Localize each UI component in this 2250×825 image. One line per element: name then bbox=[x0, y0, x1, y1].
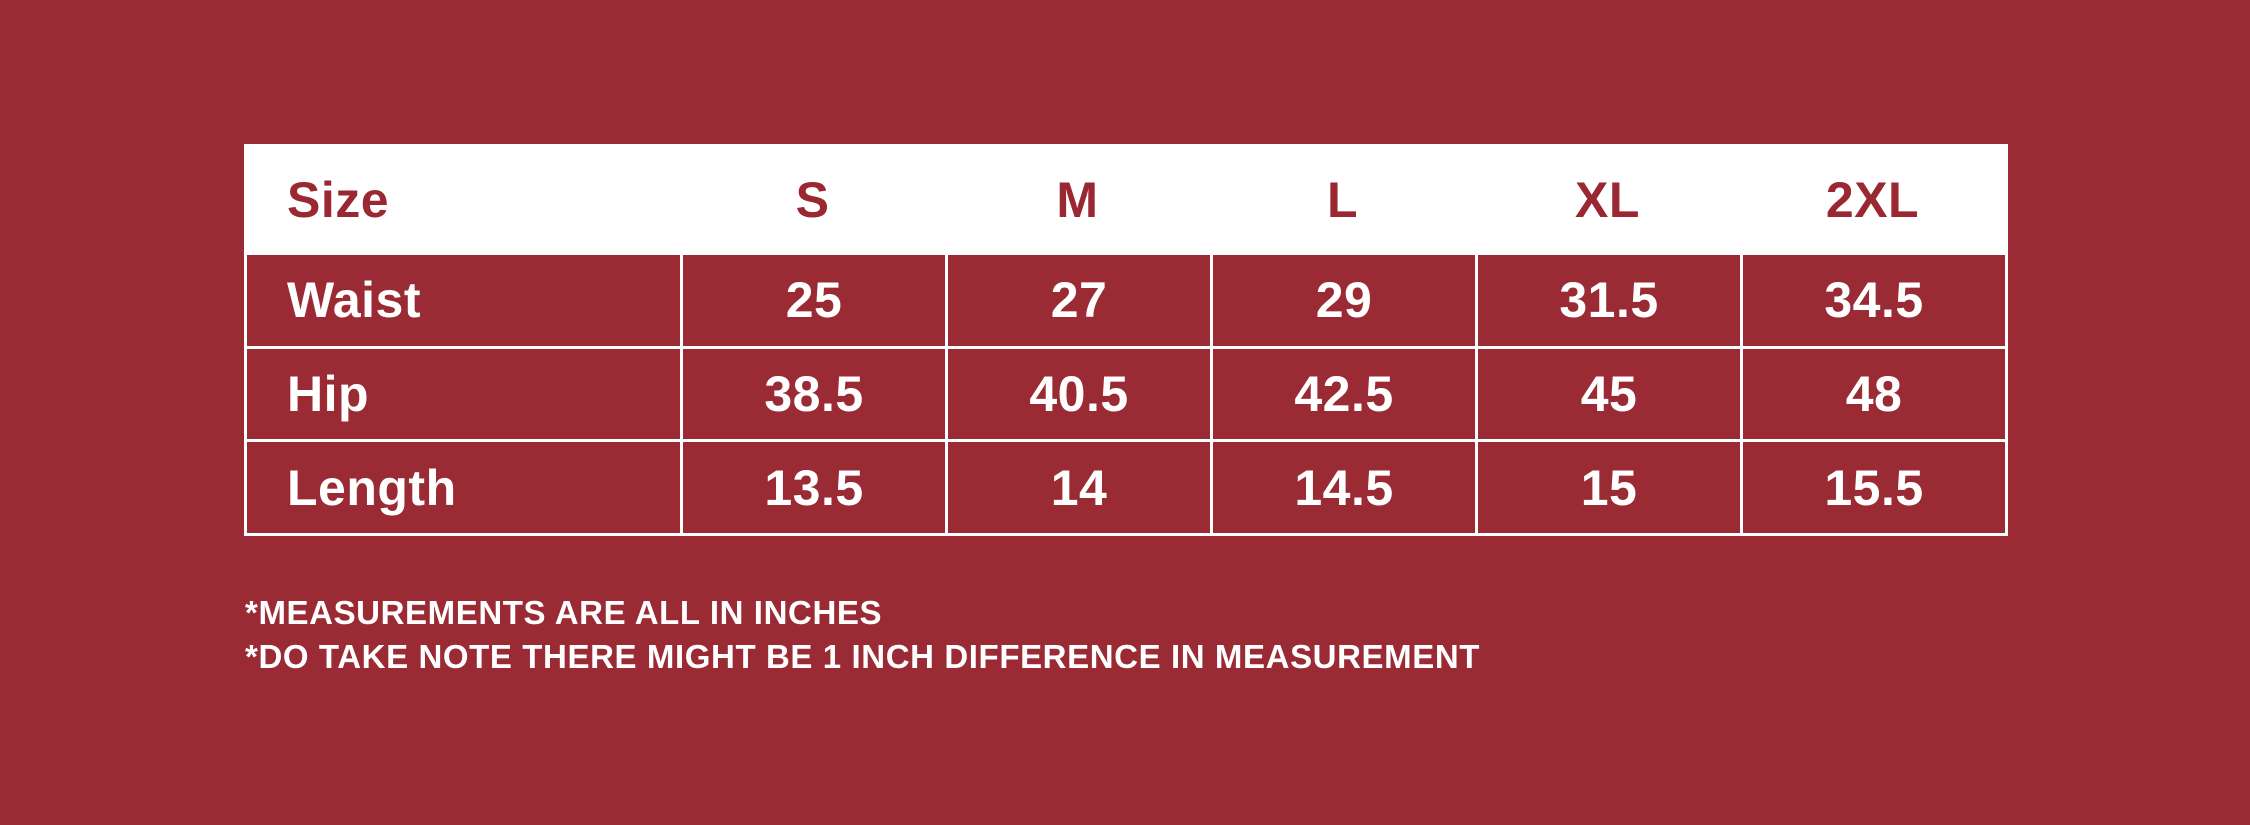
waist-s-value: 25 bbox=[680, 255, 945, 346]
footnotes: *MEASUREMENTS ARE ALL IN INCHES *DO TAKE… bbox=[245, 591, 1480, 679]
header-cell-xl: XL bbox=[1575, 171, 1640, 228]
footnote-units: *MEASUREMENTS ARE ALL IN INCHES bbox=[245, 594, 883, 631]
hip-2xl-value: 48 bbox=[1740, 348, 2005, 440]
size-chart-table: Size S M L XL 2XL Waist 25 27 29 31.5 34… bbox=[244, 144, 2008, 536]
length-m-value: 14 bbox=[945, 442, 1210, 534]
header-cell-size: Size bbox=[287, 171, 390, 228]
hip-xl-value: 45 bbox=[1475, 348, 1740, 440]
row-label-hip: Hip bbox=[287, 366, 370, 422]
waist-m-value: 27 bbox=[945, 255, 1210, 346]
table-row-hip: Hip 38.5 40.5 42.5 45 48 bbox=[247, 345, 2005, 440]
header-cell-s: S bbox=[795, 171, 830, 228]
row-label-length: Length bbox=[287, 459, 457, 516]
footnote-tolerance: *DO TAKE NOTE THERE MIGHT BE 1 INCH DIFF… bbox=[245, 638, 1481, 675]
row-label-waist: Waist bbox=[287, 272, 421, 329]
table-row-length: Length 13.5 14 14.5 15 15.5 bbox=[247, 439, 2005, 534]
waist-l-value: 29 bbox=[1210, 255, 1475, 346]
hip-l-value: 42.5 bbox=[1210, 348, 1475, 440]
length-xl-value: 15 bbox=[1475, 442, 1740, 534]
header-cell-2xl: 2XL bbox=[1825, 171, 1920, 228]
header-cell-m: M bbox=[1056, 171, 1099, 228]
length-2xl-value: 15.5 bbox=[1740, 442, 2005, 534]
header-cell-l: L bbox=[1326, 171, 1359, 228]
length-s-value: 13.5 bbox=[680, 442, 945, 534]
hip-s-value: 38.5 bbox=[680, 348, 945, 440]
length-l-value: 14.5 bbox=[1210, 442, 1475, 534]
table-header-row: Size S M L XL 2XL bbox=[247, 147, 2005, 252]
hip-m-value: 40.5 bbox=[945, 348, 1210, 440]
waist-xl-value: 31.5 bbox=[1475, 255, 1740, 346]
waist-2xl-value: 34.5 bbox=[1740, 255, 2005, 346]
table-row-waist: Waist 25 27 29 31.5 34.5 bbox=[247, 252, 2005, 346]
